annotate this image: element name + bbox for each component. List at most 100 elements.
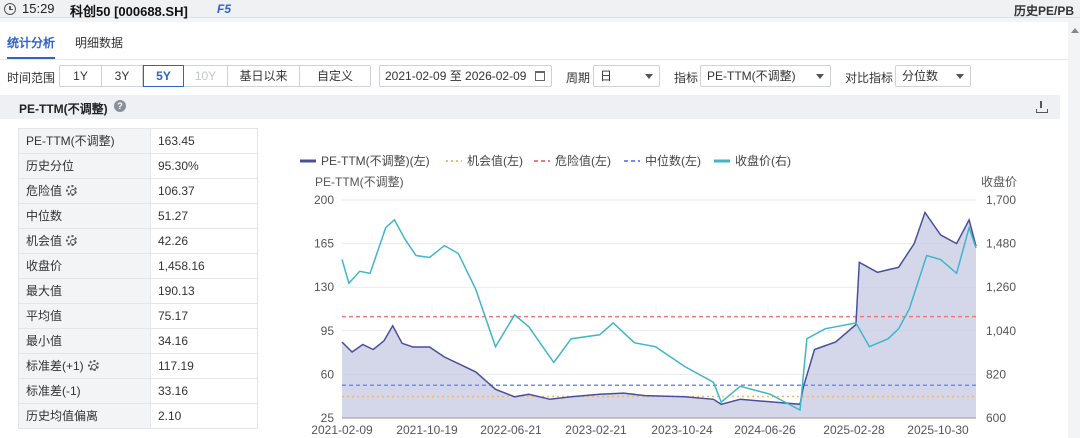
x-tick-label: 2021-02-09 xyxy=(311,423,373,436)
stats-label: 最大值 xyxy=(19,279,151,303)
stats-label-text: 标准差(-1) xyxy=(26,384,81,398)
legend-label: PE-TTM(不调整)(左) xyxy=(321,153,430,168)
stats-value: 190.13 xyxy=(151,279,258,303)
stats-value: 42.26 xyxy=(151,229,258,253)
stats-label: 机会值 xyxy=(19,229,151,253)
stats-value: 2.10 xyxy=(151,404,258,428)
right-tick-label: 1,040 xyxy=(986,324,1016,338)
gear-icon[interactable] xyxy=(66,235,78,246)
stats-row: 最大值 190.13 xyxy=(19,279,258,304)
vertical-scrollbar[interactable] xyxy=(1070,22,1080,438)
x-tick-label: 2022-06-21 xyxy=(480,423,542,436)
active-tab-indicator xyxy=(7,57,55,59)
stats-label: PE-TTM(不调整) xyxy=(19,129,151,153)
x-tick-label: 2023-10-24 xyxy=(651,423,713,436)
stats-row: 最小值 34.16 xyxy=(19,329,258,354)
download-icon[interactable] xyxy=(1036,101,1048,113)
stats-value: 51.27 xyxy=(151,204,258,228)
stats-value: 75.17 xyxy=(151,304,258,328)
legend-label: 危险值(左) xyxy=(555,153,611,168)
stats-table: PE-TTM(不调整) 163.45 历史分位 95.30% 危险值 106.37 中位数 5… xyxy=(18,128,258,429)
period-select[interactable]: 日 xyxy=(593,65,660,87)
range-1y-button[interactable]: 1Y xyxy=(60,66,102,86)
chevron-down-icon xyxy=(645,74,653,79)
main-panel: 统计分析 明细数据 时间范围 1Y 3Y 5Y 10Y 基日以来 自定义 202… xyxy=(0,22,1068,438)
compare-value: 分位数 xyxy=(902,69,939,83)
gear-icon[interactable] xyxy=(66,185,78,196)
stats-label: 历史分位 xyxy=(19,154,151,178)
tab-statistics[interactable]: 统计分析 xyxy=(7,36,56,50)
stats-value: 106.37 xyxy=(151,179,258,203)
tab-detail-data[interactable]: 明细数据 xyxy=(75,36,124,50)
right-tick-label: 600 xyxy=(986,411,1006,425)
stats-value: 163.45 xyxy=(151,129,258,153)
stats-row: 历史分位 95.30% xyxy=(19,154,258,179)
legend-label: 机会值(左) xyxy=(467,153,523,168)
legend-label: 收盘价(右) xyxy=(735,153,791,168)
stats-label-text: 历史分位 xyxy=(26,159,75,173)
x-tick-label: 2025-10-30 xyxy=(907,423,969,436)
legend-label: 中位数(左) xyxy=(645,153,701,168)
stats-row: 危险值 106.37 xyxy=(19,179,258,204)
stats-label: 历史均值偏离 xyxy=(19,404,151,428)
range-since-base-button[interactable]: 基日以来 xyxy=(228,66,300,86)
chevron-down-icon xyxy=(816,74,824,79)
stats-row: 平均值 75.17 xyxy=(19,304,258,329)
help-icon[interactable]: ? xyxy=(114,100,126,112)
indicator-value: PE-TTM(不调整) xyxy=(707,69,796,83)
title-bar: 15:29 科创50 [000688.SH] F5 历史PE/PB xyxy=(0,0,1080,19)
stats-value: 1,458.16 xyxy=(151,254,258,278)
stats-label: 危险值 xyxy=(19,179,151,203)
section-title: PE-TTM(不调整) xyxy=(19,102,108,116)
x-tick-label: 2023-02-21 xyxy=(565,423,627,436)
stats-label-text: 最大值 xyxy=(26,284,63,298)
range-custom-button[interactable]: 自定义 xyxy=(316,69,353,83)
hotkey-badge[interactable]: F5 xyxy=(217,2,232,16)
pe-area xyxy=(342,212,976,418)
stats-row: 收盘价 1,458.16 xyxy=(19,254,258,279)
stats-label-text: 平均值 xyxy=(26,309,63,323)
filter-bar: 时间范围 1Y 3Y 5Y 10Y 基日以来 自定义 2021-02-09 至 … xyxy=(0,62,1068,90)
stats-row: PE-TTM(不调整) 163.45 xyxy=(19,129,258,154)
stats-label-text: PE-TTM(不调整) xyxy=(26,134,115,148)
stats-row: 标准差(-1) 33.16 xyxy=(19,379,258,404)
stats-value: 34.16 xyxy=(151,329,258,353)
left-tick-label: 95 xyxy=(321,324,335,338)
stats-label-text: 标准差(+1) xyxy=(26,359,84,373)
left-tick-label: 165 xyxy=(314,237,334,251)
left-tick-label: 200 xyxy=(314,193,334,207)
stats-row: 标准差(+1) 117.19 xyxy=(19,354,258,379)
stats-value: 95.30% xyxy=(151,154,258,178)
clock-time: 15:29 xyxy=(22,1,55,16)
range-10y-button: 10Y xyxy=(184,66,228,86)
security-title: 科创50 [000688.SH] xyxy=(70,4,188,19)
indicator-select[interactable]: PE-TTM(不调整) xyxy=(700,65,831,87)
period-label: 周期 xyxy=(566,71,591,85)
close-price-line xyxy=(341,218,977,412)
stats-label-text: 中位数 xyxy=(26,209,63,223)
range-5y-button[interactable]: 5Y xyxy=(143,65,184,87)
compare-label: 对比指标 xyxy=(845,71,894,85)
gear-icon[interactable] xyxy=(87,360,99,371)
x-tick-label: 2021-10-19 xyxy=(396,423,458,436)
left-axis-title: PE-TTM(不调整) xyxy=(315,174,404,189)
stats-value: 117.19 xyxy=(151,354,258,378)
indicator-label: 指标 xyxy=(674,71,699,85)
compare-select[interactable]: 分位数 xyxy=(895,65,971,87)
right-tick-label: 1,260 xyxy=(986,280,1016,294)
stats-label: 最小值 xyxy=(19,329,151,353)
scroll-up-arrow-icon[interactable] xyxy=(1071,28,1079,33)
stats-label: 收盘价 xyxy=(19,254,151,278)
pe-line xyxy=(341,210,977,406)
stats-label: 平均值 xyxy=(19,304,151,328)
calendar-icon[interactable] xyxy=(535,71,545,81)
right-tick-label: 820 xyxy=(986,367,1006,381)
stats-label-text: 历史均值偏离 xyxy=(26,409,99,423)
date-range-input[interactable]: 2021-02-09 至 2026-02-09 xyxy=(379,65,552,87)
range-button-group: 1Y 3Y 5Y 10Y 基日以来 自定义 xyxy=(59,65,371,87)
range-3y-button[interactable]: 3Y xyxy=(102,66,143,86)
right-tick-label: 1,480 xyxy=(986,237,1016,251)
clock-icon xyxy=(4,3,16,15)
stats-value: 33.16 xyxy=(151,379,258,403)
chevron-down-icon xyxy=(956,74,964,79)
